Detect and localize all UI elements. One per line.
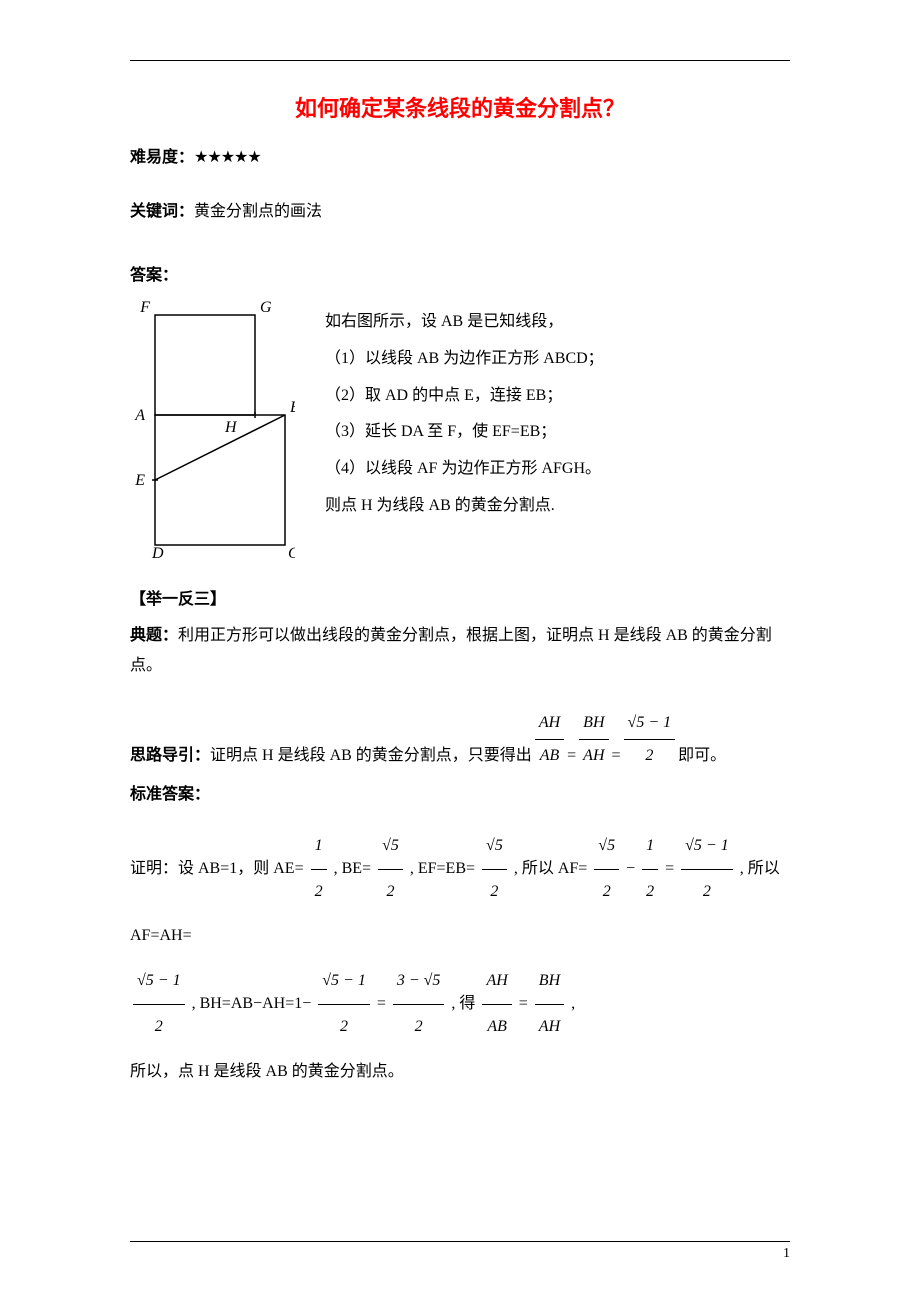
proof-f2: √52 [378, 824, 403, 915]
hint-frac-1: AH AB [535, 707, 564, 772]
svg-text:H: H [224, 419, 238, 436]
proof-f8: √5 − 12 [318, 959, 370, 1050]
problem-label: 典题： [130, 627, 178, 644]
proof-conclusion: 所以，点 H 是线段 AB 的黄金分割点。 [130, 1063, 404, 1080]
hint-frac-3: √5 − 1 2 [624, 707, 676, 772]
top-divider [130, 60, 790, 61]
problem-text: 典题：利用正方形可以做出线段的黄金分割点，根据上图，证明点 H 是线段 AB 的… [130, 621, 790, 682]
variation-header: 【举一反三】 [130, 585, 790, 609]
proof-f7: √5 − 12 [133, 959, 185, 1050]
proof-t0: 证明：设 AB=1，则 AE= [130, 860, 304, 877]
keywords-value: 黄金分割点的画法 [194, 203, 322, 220]
bottom-divider [130, 1241, 790, 1242]
proof-t7: , [571, 995, 575, 1012]
proof-f11: BHAH [535, 959, 564, 1050]
svg-text:C: C [288, 545, 295, 560]
proof-t5: , BH=AB−AH=1− [192, 995, 316, 1012]
proof-f1: 12 [311, 824, 327, 915]
keywords-row: 关键词：黄金分割点的画法 [130, 197, 790, 221]
hint-before: 证明点 H 是线段 AB 的黄金分割点，只要得出 [210, 740, 532, 772]
page-number: 1 [783, 1246, 790, 1262]
difficulty-stars: ★★★★★ [194, 149, 261, 166]
proof-t6: , 得 [451, 995, 479, 1012]
construction-steps: 如右图所示，设 AB 是已知线段， （1）以线段 AB 为边作正方形 ABCD；… [325, 300, 790, 525]
proof-f5: 12 [642, 824, 658, 915]
proof-eq2: = [377, 995, 390, 1012]
page-title: 如何确定某条线段的黄金分割点？ [130, 91, 790, 123]
answer-label: 答案： [130, 261, 790, 285]
steps-conclusion: 则点 H 为线段 AB 的黄金分割点. [325, 488, 790, 525]
svg-text:B: B [290, 399, 295, 416]
proof-t1: , BE= [334, 860, 375, 877]
proof-t3: , 所以 AF= [514, 860, 591, 877]
proof-eq3: = [519, 995, 532, 1012]
keywords-label: 关键词： [130, 203, 194, 220]
hint-eq-2: = [612, 740, 621, 772]
hint-eq-1: = [567, 740, 576, 772]
hint-label: 思路导引： [130, 740, 210, 772]
hint-row: 思路导引： 证明点 H 是线段 AB 的黄金分割点，只要得出 AH AB = B… [130, 707, 790, 772]
proof-f10: AHAB [482, 959, 511, 1050]
step-4: （4）以线段 AF 为边作正方形 AFGH。 [325, 451, 790, 488]
proof-f6: √5 − 12 [681, 824, 733, 915]
proof-text: 证明：设 AB=1，则 AE= 12 , BE= √52 , EF=EB= √5… [130, 824, 790, 1095]
svg-text:E: E [134, 472, 145, 489]
svg-text:F: F [139, 300, 150, 316]
proof-minus: − [626, 860, 639, 877]
hint-after: 即可。 [678, 740, 726, 772]
difficulty-row: 难易度：★★★★★ [130, 143, 790, 167]
problem-body: 利用正方形可以做出线段的黄金分割点，根据上图，证明点 H 是线段 AB 的黄金分… [130, 627, 772, 674]
proof-t2: , EF=EB= [410, 860, 479, 877]
hint-frac-2: BH AH [579, 707, 608, 772]
proof-f3: √52 [482, 824, 507, 915]
step-2: （2）取 AD 的中点 E，连接 EB； [325, 378, 790, 415]
step-3: （3）延长 DA 至 F，使 EF=EB； [325, 414, 790, 451]
difficulty-label: 难易度： [130, 149, 194, 166]
standard-answer-label: 标准答案： [130, 780, 790, 804]
svg-text:A: A [134, 407, 145, 424]
svg-text:D: D [151, 545, 164, 560]
proof-f4: √52 [594, 824, 619, 915]
steps-intro: 如右图所示，设 AB 是已知线段， [325, 304, 790, 341]
geometry-figure: F G A B H E D C [130, 300, 295, 560]
svg-text:G: G [260, 300, 272, 316]
step-1: （1）以线段 AB 为边作正方形 ABCD； [325, 341, 790, 378]
figure-and-steps: F G A B H E D C 如右图所示，设 AB 是已知线段， （1）以线段… [130, 300, 790, 560]
proof-eq: = [665, 860, 678, 877]
proof-f9: 3 − √52 [393, 959, 445, 1050]
